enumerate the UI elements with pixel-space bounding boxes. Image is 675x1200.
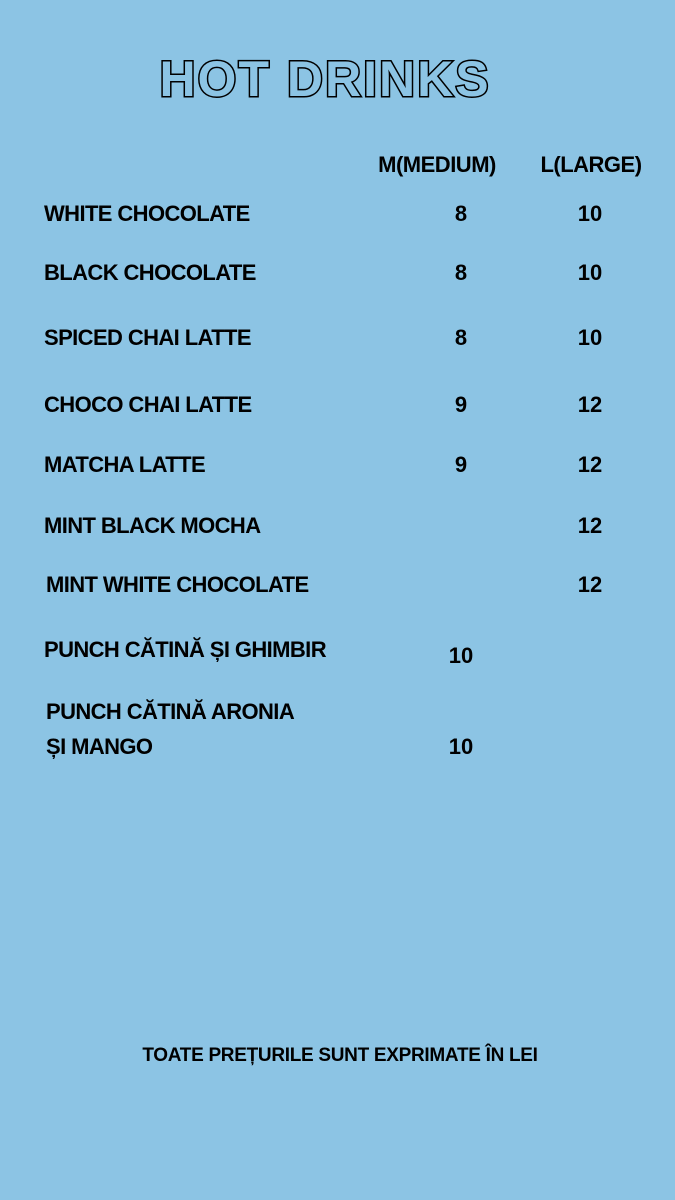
item-name: MINT BLACK MOCHA [44,513,261,538]
item-name: PUNCH CĂTINĂ ȘI GHIMBIR [44,637,327,662]
price-large: 10 [577,325,603,350]
item-name: MATCHA LATTE [44,452,206,477]
column-header-large: L(LARGE) [540,152,642,177]
item-name: SPICED CHAI LATTE [44,325,252,350]
item-name: WHITE CHOCOLATE [44,201,250,226]
price-medium: 8 [454,325,468,350]
price-medium: 8 [454,201,468,226]
price-large: 12 [577,572,603,597]
price-medium: 9 [454,452,468,477]
page-title: HOT DRINKS [158,50,491,109]
price-large: 10 [577,260,603,285]
price-large: 10 [577,201,603,226]
item-name: CHOCO CHAI LATTE [44,392,252,417]
column-header-medium: M(MEDIUM) [378,152,496,177]
price-medium: 10 [448,643,474,668]
price-medium: 9 [454,392,468,417]
price-large: 12 [577,452,603,477]
currency-note: TOATE PREȚURILE SUNT EXPRIMATE ÎN LEI [142,1045,538,1066]
item-name-line-2: ȘI MANGO [46,734,153,759]
item-name: MINT WHITE CHOCOLATE [46,572,309,597]
item-name: BLACK CHOCOLATE [44,260,256,285]
price-large: 12 [577,513,603,538]
price-large: 12 [577,392,603,417]
item-name-line-1: PUNCH CĂTINĂ ARONIA [46,699,295,724]
price-medium: 8 [454,260,468,285]
price-medium: 10 [448,734,474,759]
